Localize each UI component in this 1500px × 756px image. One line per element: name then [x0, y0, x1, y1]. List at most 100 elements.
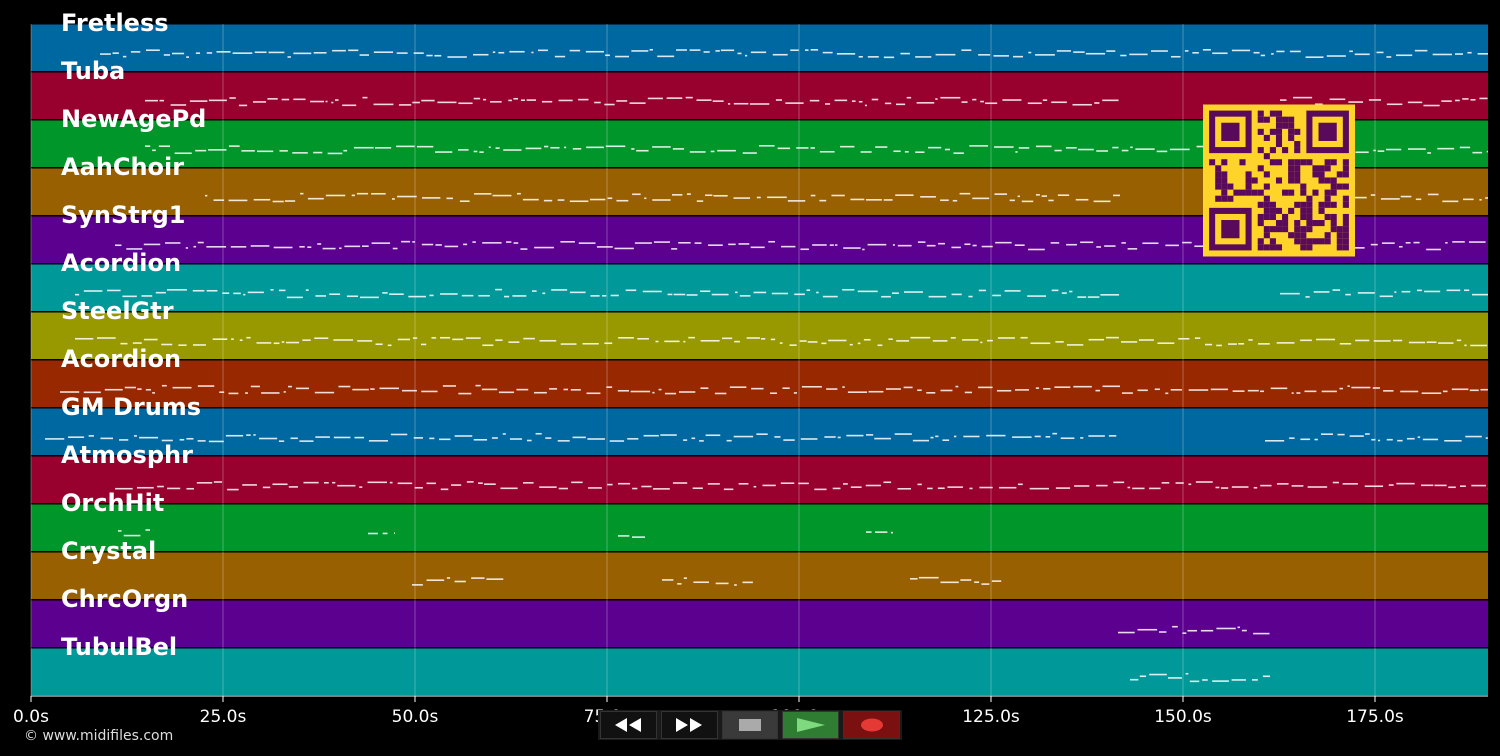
note: [186, 487, 195, 490]
note: [426, 579, 445, 582]
note: [615, 55, 629, 58]
note: [1253, 51, 1260, 54]
note: [857, 290, 878, 293]
qr-module: [1275, 116, 1283, 123]
note: [1029, 487, 1049, 490]
note: [647, 97, 663, 100]
note: [858, 100, 863, 103]
qr-module: [1221, 195, 1228, 202]
note: [793, 392, 798, 394]
qr-module: [1324, 195, 1331, 202]
note: [145, 49, 160, 52]
note: [123, 534, 141, 537]
tick-label: 25.0s: [199, 707, 247, 727]
note: [1414, 49, 1428, 52]
note: [554, 55, 566, 58]
note: [711, 293, 729, 296]
note: [836, 53, 856, 55]
stop-button[interactable]: [721, 711, 779, 739]
note: [1194, 245, 1206, 248]
note: [1212, 52, 1228, 55]
note: [993, 55, 1009, 57]
note: [1104, 245, 1116, 247]
note: [672, 194, 683, 196]
note: [124, 386, 136, 389]
note: [809, 99, 820, 102]
qr-module: [1221, 183, 1228, 190]
play-button[interactable]: [782, 711, 840, 739]
note: [1228, 343, 1237, 345]
rewind-button[interactable]: [600, 711, 657, 739]
note-group: [75, 336, 1488, 347]
note: [1030, 342, 1051, 345]
qr-code: [1203, 104, 1355, 257]
note: [227, 488, 239, 491]
note: [587, 438, 605, 440]
note: [860, 151, 872, 153]
note: [819, 199, 827, 202]
note: [170, 104, 187, 106]
note: [871, 98, 879, 101]
note: [1210, 388, 1229, 391]
note: [1265, 439, 1285, 442]
note: [916, 102, 935, 104]
qr-finder-core: [1221, 220, 1240, 239]
note: [627, 438, 639, 440]
note: [539, 486, 557, 488]
note: [896, 103, 906, 106]
qr-module: [1263, 171, 1270, 178]
note: [683, 340, 686, 343]
qr-module: [1330, 177, 1337, 184]
note: [549, 388, 558, 390]
note: [1376, 51, 1384, 54]
note: [1157, 342, 1175, 344]
note: [571, 481, 583, 484]
qr-module: [1263, 244, 1270, 251]
note: [250, 245, 270, 247]
note: [503, 149, 522, 151]
note: [1184, 50, 1189, 52]
note: [582, 342, 599, 345]
note: [1480, 388, 1488, 391]
note: [397, 195, 417, 198]
note: [614, 247, 634, 250]
note-group: [118, 529, 893, 538]
note: [1354, 53, 1370, 56]
note: [504, 295, 510, 298]
note: [586, 392, 601, 395]
note: [231, 338, 234, 340]
record-button[interactable]: [843, 711, 900, 739]
track-label: Acordion: [61, 249, 182, 277]
note: [569, 291, 586, 294]
note: [1408, 341, 1426, 344]
note: [632, 487, 638, 490]
note: [1130, 146, 1133, 149]
qr-module: [1318, 220, 1325, 227]
qr-module: [1275, 110, 1283, 117]
qr-module: [1275, 128, 1283, 135]
note: [481, 388, 498, 391]
note: [333, 339, 354, 341]
note: [1050, 242, 1060, 244]
note: [440, 488, 449, 491]
note: [937, 487, 945, 490]
note: [896, 340, 910, 342]
qr-module: [1318, 177, 1325, 184]
note: [354, 436, 365, 439]
note: [1469, 389, 1479, 392]
note: [1373, 340, 1391, 342]
note: [777, 147, 791, 150]
note: [373, 103, 394, 106]
track-lane: [31, 552, 1488, 599]
note: [1337, 433, 1345, 436]
note: [610, 294, 619, 297]
note: [892, 292, 899, 294]
fast-forward-button[interactable]: [660, 711, 718, 739]
note: [1075, 198, 1089, 201]
note: [256, 342, 272, 344]
note: [60, 391, 80, 393]
note: [370, 388, 375, 390]
note: [254, 51, 267, 54]
note: [865, 199, 882, 201]
qr-module: [1342, 183, 1349, 190]
